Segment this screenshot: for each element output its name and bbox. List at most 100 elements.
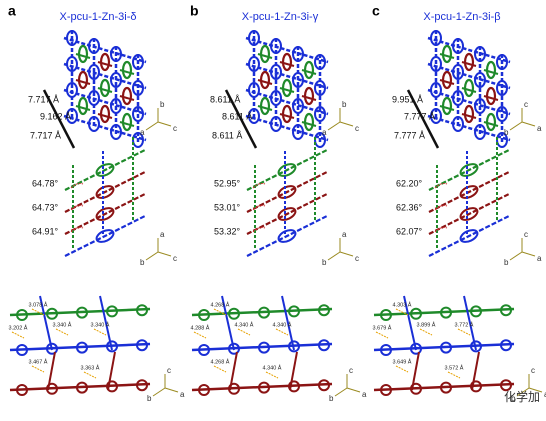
framework-node xyxy=(292,72,304,88)
axis-label: a xyxy=(537,254,542,263)
framework-strut xyxy=(245,88,329,116)
framework-strut xyxy=(461,113,477,119)
axis-line xyxy=(521,121,536,127)
contact-line xyxy=(31,308,45,316)
layer-ring xyxy=(228,307,240,320)
contact-line xyxy=(213,308,227,316)
framework-node xyxy=(314,80,326,96)
contact-label: 3.679 Å xyxy=(373,324,392,331)
axis-line xyxy=(157,251,172,257)
contact-label: 3.649 Å xyxy=(393,358,412,365)
axis-label: b xyxy=(511,394,516,403)
framework-node xyxy=(463,78,475,98)
contact-line xyxy=(11,331,25,339)
framework-strut xyxy=(119,69,135,75)
framework-strut xyxy=(63,36,147,64)
angle-arc xyxy=(252,183,266,189)
axis-label: c xyxy=(355,254,359,263)
framework-node xyxy=(485,86,497,106)
angle-label: 53.32° xyxy=(214,226,241,236)
axis-label: b xyxy=(160,100,165,109)
framework-node xyxy=(496,54,508,70)
axis-line xyxy=(346,387,361,393)
distance-label: 9.951 Å xyxy=(392,94,423,104)
framework-strut xyxy=(427,114,511,142)
axis-label: a xyxy=(322,128,327,137)
chain-node xyxy=(277,207,297,221)
distance-label: 7.777 Å xyxy=(394,130,425,140)
layer-ring xyxy=(16,309,28,321)
framework-node xyxy=(463,104,475,124)
layer-link xyxy=(107,351,116,391)
framework-node xyxy=(474,46,486,62)
contact-label: 3.202 Å xyxy=(9,324,28,331)
framework-node xyxy=(99,78,111,98)
axis-line xyxy=(509,121,523,131)
framework-strut xyxy=(119,95,135,101)
layer-ring xyxy=(198,344,210,356)
framework-node xyxy=(259,44,271,64)
chain xyxy=(246,215,328,257)
axis-line xyxy=(509,251,523,261)
layer-ring xyxy=(106,305,118,318)
layer-ring xyxy=(258,306,270,319)
framework-strut xyxy=(245,114,329,142)
framework-node xyxy=(496,80,508,96)
layer-chain xyxy=(191,382,333,392)
framework-node xyxy=(132,106,144,122)
axis-label: c xyxy=(524,230,528,239)
distance-label: 8.611 Å xyxy=(210,94,240,104)
layer-ring xyxy=(380,384,392,396)
layer-ring xyxy=(470,380,482,393)
chain xyxy=(246,171,328,213)
framework-strut xyxy=(97,61,113,67)
axis-label: b xyxy=(322,258,327,267)
chain xyxy=(246,193,328,235)
contact-label: 4.268 Å xyxy=(211,301,230,308)
layer-ring xyxy=(136,379,148,392)
panel-label: b xyxy=(190,3,199,19)
layer-ring xyxy=(228,382,240,395)
layer-chain xyxy=(373,307,515,317)
axis-line xyxy=(157,121,172,127)
axis-label: b xyxy=(329,394,334,403)
contact-label: 4.288 Å xyxy=(191,324,210,331)
contact-line xyxy=(275,328,289,336)
angle-label: 62.20° xyxy=(396,178,423,188)
chain xyxy=(64,171,146,213)
panel-title: X-pcu-1-Zn-3i-β xyxy=(423,11,500,23)
framework-strut xyxy=(439,53,455,59)
angle-label: 53.01° xyxy=(214,202,241,212)
axis-label: b xyxy=(147,394,152,403)
chain xyxy=(428,193,510,235)
framework-node xyxy=(441,44,453,64)
chain xyxy=(64,193,146,235)
framework-strut xyxy=(63,114,147,142)
angle-arc xyxy=(252,205,266,211)
contact-label: 3.572 Å xyxy=(445,364,464,371)
framework-node xyxy=(314,106,326,122)
framework-node xyxy=(259,96,271,116)
axis-line xyxy=(145,251,159,261)
framework-strut xyxy=(245,36,329,64)
contact-line xyxy=(31,365,45,373)
axis-line xyxy=(334,387,348,397)
distance-label: 7.777 Å xyxy=(404,111,435,121)
framework-node xyxy=(303,112,315,132)
layer-ring xyxy=(318,304,330,317)
chain-node xyxy=(459,163,479,177)
layer-chain xyxy=(9,382,151,392)
distance-arrow xyxy=(224,89,258,149)
axis-line xyxy=(516,387,530,397)
axis-label: c xyxy=(173,124,177,133)
distance-label: 7.717 Å xyxy=(30,130,61,140)
layer-ring xyxy=(380,344,392,356)
contact-label: 3.772 Å xyxy=(455,321,474,328)
layer-ring xyxy=(318,379,330,392)
angle-arc xyxy=(70,183,84,189)
layer-chain xyxy=(9,342,151,352)
layer-ring xyxy=(410,342,422,355)
contact-label: 3.340 Å xyxy=(53,321,72,328)
layer-ring xyxy=(76,341,88,354)
layer-ring xyxy=(410,382,422,395)
